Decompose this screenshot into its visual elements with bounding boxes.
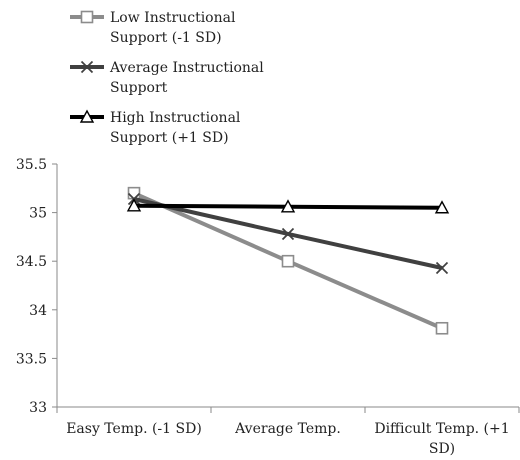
y-tick-label: 34.5 (16, 254, 47, 270)
plot-area (126, 186, 450, 335)
data-point (281, 254, 295, 268)
legend-item: Low Instructional Support (-1 SD) (70, 10, 236, 46)
x-axis: Easy Temp. (-1 SD) Average Temp. Difficult… (56, 406, 520, 457)
x-tick-label: Easy Temp. (-1 SD) (66, 421, 202, 437)
data-point (434, 200, 450, 214)
y-tick-label: 33 (29, 400, 47, 416)
y-tick-label: 33.5 (16, 351, 47, 367)
data-point (127, 186, 141, 200)
x-tick-label: Difficult Temp. (+1 SD) (374, 421, 509, 457)
data-point (281, 227, 295, 241)
legend-marker (79, 109, 95, 123)
legend-label: Low Instructional Support (-1 SD) (110, 10, 236, 46)
legend-marker (80, 60, 94, 74)
data-point (126, 198, 142, 212)
y-tick-label: 34 (29, 303, 47, 319)
x-tick-label: Average Temp. (234, 421, 341, 437)
y-axis: 33 33.5 34 34.5 35 35.5 (16, 157, 58, 416)
legend-label: Average Instructional Support (109, 60, 264, 96)
data-point (435, 261, 449, 275)
y-tick-label: 35.5 (16, 157, 47, 173)
y-tick-label: 35 (29, 206, 47, 222)
legend-label: High Instructional Support (+1 SD) (110, 110, 241, 146)
legend-marker (80, 10, 94, 24)
data-point (280, 199, 296, 213)
data-point (435, 321, 449, 335)
legend-item: High Instructional Support (+1 SD) (70, 109, 241, 146)
series-triangle (126, 198, 450, 214)
legend-item: Average Instructional Support (70, 60, 264, 96)
series-square (127, 186, 449, 335)
legend: Low Instructional Support (-1 SD) Average … (70, 10, 264, 146)
